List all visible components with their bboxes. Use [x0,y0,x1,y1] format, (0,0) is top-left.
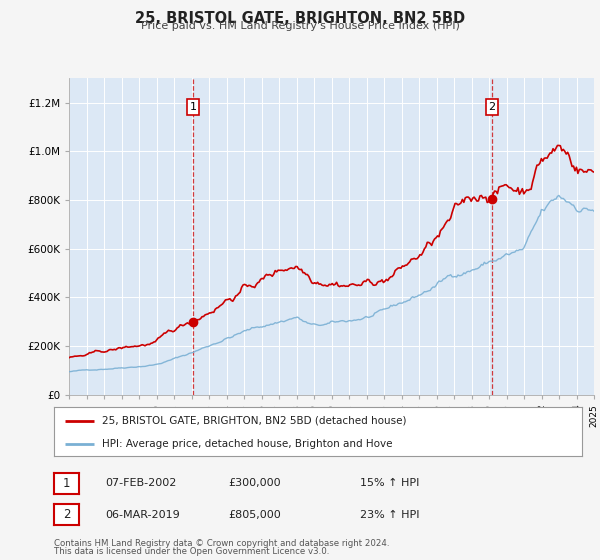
Text: £805,000: £805,000 [228,510,281,520]
Text: 23% ↑ HPI: 23% ↑ HPI [360,510,419,520]
Text: Price paid vs. HM Land Registry's House Price Index (HPI): Price paid vs. HM Land Registry's House … [140,21,460,31]
Text: 25, BRISTOL GATE, BRIGHTON, BN2 5BD (detached house): 25, BRISTOL GATE, BRIGHTON, BN2 5BD (det… [101,416,406,426]
Text: 2: 2 [488,102,496,112]
Text: This data is licensed under the Open Government Licence v3.0.: This data is licensed under the Open Gov… [54,547,329,556]
Text: 1: 1 [63,477,70,490]
Text: Contains HM Land Registry data © Crown copyright and database right 2024.: Contains HM Land Registry data © Crown c… [54,539,389,548]
Text: 2: 2 [63,508,70,521]
Text: 06-MAR-2019: 06-MAR-2019 [105,510,180,520]
Text: 25, BRISTOL GATE, BRIGHTON, BN2 5BD: 25, BRISTOL GATE, BRIGHTON, BN2 5BD [135,11,465,26]
Text: 07-FEB-2002: 07-FEB-2002 [105,478,176,488]
Text: HPI: Average price, detached house, Brighton and Hove: HPI: Average price, detached house, Brig… [101,439,392,449]
Text: 15% ↑ HPI: 15% ↑ HPI [360,478,419,488]
Text: 1: 1 [190,102,197,112]
Text: £300,000: £300,000 [228,478,281,488]
